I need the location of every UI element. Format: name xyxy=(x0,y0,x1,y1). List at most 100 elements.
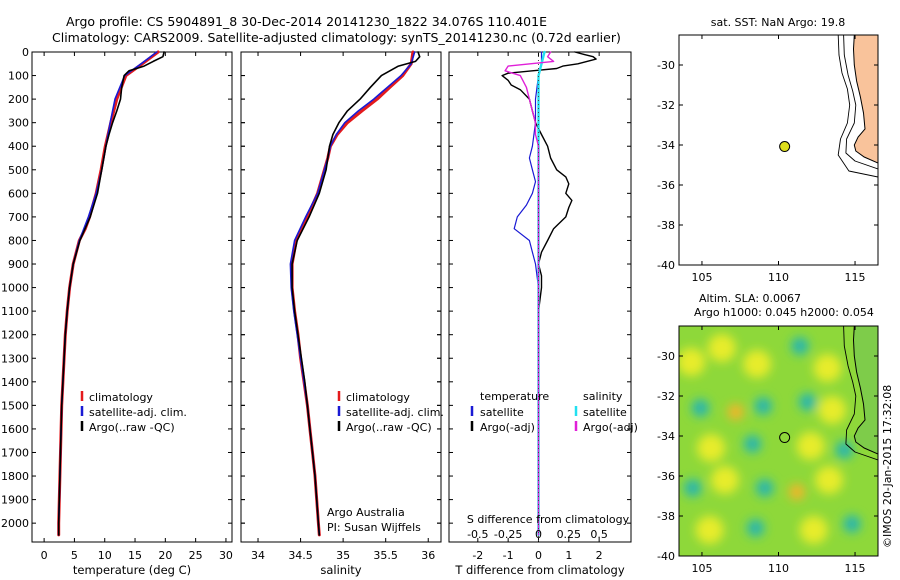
diff-s-tick-label: -0.5 xyxy=(467,528,488,541)
depth-tick-label: 300 xyxy=(8,117,29,130)
p-sst-ytick-label: -30 xyxy=(657,59,675,72)
depth-tick-label: 400 xyxy=(8,140,29,153)
salinity-legend-label: satellite-adj. clim. xyxy=(346,406,444,419)
diff-legend-salinity-title: salinity xyxy=(583,390,623,403)
pi-annotation-line2: PI: Susan Wijffels xyxy=(327,521,421,534)
salinity-panel: 34 34.5 35 35.5 36 salinity climatology satelli… xyxy=(240,50,444,577)
sla-anomaly-blob-yellow xyxy=(799,516,828,544)
sla-anomaly-blob-orange xyxy=(727,404,744,420)
sla-map-title-line1: Altim. SLA: 0.0067 xyxy=(699,292,801,305)
p-sst-ytick-label: -40 xyxy=(657,259,675,272)
depth-tick-label: 100 xyxy=(8,70,29,83)
sla-anomaly-core xyxy=(696,404,705,412)
differences-xtick-label: -1 xyxy=(503,549,514,562)
isobath-line xyxy=(843,326,878,461)
sla-anomaly-blob-yellow xyxy=(813,354,842,382)
p-sla-xtick-label: 115 xyxy=(845,562,866,575)
depth-tick-label: 1200 xyxy=(1,329,29,342)
depth-tick-label: 1600 xyxy=(1,423,29,436)
salinity-xtick-label: 34.5 xyxy=(288,549,313,562)
p-sla-body xyxy=(679,326,878,556)
salinity-legend-label: Argo(..raw -QC) xyxy=(346,421,432,434)
depth-tick-label: 1700 xyxy=(1,446,29,459)
sla-anomaly-core xyxy=(847,520,856,528)
diff-s-tick-label: 0.5 xyxy=(590,528,608,541)
p-sla-ytick-label: -32 xyxy=(657,390,675,403)
diff-legend-temperature-title: temperature xyxy=(480,390,549,403)
diff-s-xlabel: S difference from climatology xyxy=(467,513,630,526)
depth-tick-label: 1300 xyxy=(1,352,29,365)
sla-anomaly-core xyxy=(760,484,769,492)
temperature-xtick-label: 30 xyxy=(219,549,233,562)
sla-anomaly-blob-yellow xyxy=(707,334,736,362)
sla-anomaly-blob-yellow xyxy=(697,434,726,462)
depth-tick-label: 700 xyxy=(8,211,29,224)
depth-tick-label: 1000 xyxy=(1,282,29,295)
depth-tick-label: 600 xyxy=(8,187,29,200)
temperature-xtick-label: 25 xyxy=(189,549,203,562)
p-sla-ytick-label: -40 xyxy=(657,550,675,563)
temperature-xtick-label: 5 xyxy=(71,549,78,562)
differences-series-s-argo-adj- xyxy=(504,51,555,536)
depth-tick-label: 0 xyxy=(22,46,29,59)
differences-axes-frame xyxy=(448,51,632,543)
differences-xtick-label: -2 xyxy=(472,549,483,562)
temperature-series-satellite-adj-clim- xyxy=(57,51,158,536)
argo-float-marker xyxy=(779,141,791,153)
differences-xtick-label: 0 xyxy=(535,549,542,562)
sla-anomaly-core xyxy=(795,342,804,350)
imos-watermark: ©IMOS 20-Jan-2015 17:32:08 xyxy=(881,385,894,548)
depth-tick-label: 1800 xyxy=(1,470,29,483)
salinity-xtick-label: 35 xyxy=(336,549,350,562)
p-sla-ytick-label: -38 xyxy=(657,510,675,523)
temperature-xtick-label: 15 xyxy=(128,549,142,562)
diff-legend-salinity-item: satellite xyxy=(583,406,627,419)
salinity-axes-frame xyxy=(240,51,442,543)
p-sst-xtick-label: 105 xyxy=(691,271,712,284)
p-sst-body xyxy=(837,35,878,178)
sla-anomaly-core xyxy=(840,446,849,454)
differences-series-t-argo-adj- xyxy=(501,51,597,536)
p-sla-xtick-label: 110 xyxy=(768,562,789,575)
depth-tick-label: 200 xyxy=(8,93,29,106)
p-sst-ytick-label: -36 xyxy=(657,179,675,192)
sst-map-title: sat. SST: NaN Argo: 19.8 xyxy=(711,16,845,29)
land-mass xyxy=(852,326,878,455)
depth-tick-label: 2000 xyxy=(1,517,29,530)
depth-tick-label: 1900 xyxy=(1,494,29,507)
temperature-legend-label: satellite-adj. clim. xyxy=(89,406,187,419)
sla-field xyxy=(679,334,861,544)
sla-anomaly-blob-yellow xyxy=(796,432,825,460)
p-sst-ytick-label: -38 xyxy=(657,219,675,232)
temperature-xtick-label: 0 xyxy=(41,549,48,562)
salinity-legend-label: climatology xyxy=(346,391,410,404)
p-sla-ytick-label: -36 xyxy=(657,470,675,483)
p-sst-xtick-label: 110 xyxy=(768,271,789,284)
sla-map-panel: 105 110 115 -40 -38 -36 -34 -32 -30 Altim. SLA: 0… xyxy=(657,292,879,575)
depth-tick-label: 900 xyxy=(8,258,29,271)
differences-xtick-label: 1 xyxy=(565,549,572,562)
diff-s-tick-label: -0.25 xyxy=(494,528,522,541)
temperature-xtick-label: 10 xyxy=(98,549,112,562)
depth-tick-label: 800 xyxy=(8,234,29,247)
depth-tick-label: 1400 xyxy=(1,376,29,389)
salinity-series-climatology xyxy=(290,50,415,537)
sla-anomaly-blob-yellow xyxy=(679,348,706,376)
sla-anomaly-blob-yellow xyxy=(710,466,739,494)
diff-s-tick-label: 0 xyxy=(535,528,542,541)
p-sst-xtick-label: 115 xyxy=(845,271,866,284)
p-sla-xtick-label: 105 xyxy=(691,562,712,575)
p-sla-ytick-label: -30 xyxy=(657,350,675,363)
differences-series-s-satellite xyxy=(537,50,546,537)
sla-anomaly-blob-yellow xyxy=(695,516,724,544)
sla-anomaly-core xyxy=(751,524,760,532)
p-sst-frame xyxy=(678,34,879,266)
salinity-xtick-label: 36 xyxy=(421,549,435,562)
temperature-xlabel: temperature (deg C) xyxy=(73,563,191,577)
sla-map-title-line2: Argo h1000: 0.045 h2000: 0.054 xyxy=(694,306,874,319)
sla-anomaly-core xyxy=(748,440,757,448)
sla-anomaly-blob-yellow xyxy=(818,396,847,424)
temperature-axes-frame xyxy=(31,51,233,543)
depth-tick-label: 500 xyxy=(8,164,29,177)
